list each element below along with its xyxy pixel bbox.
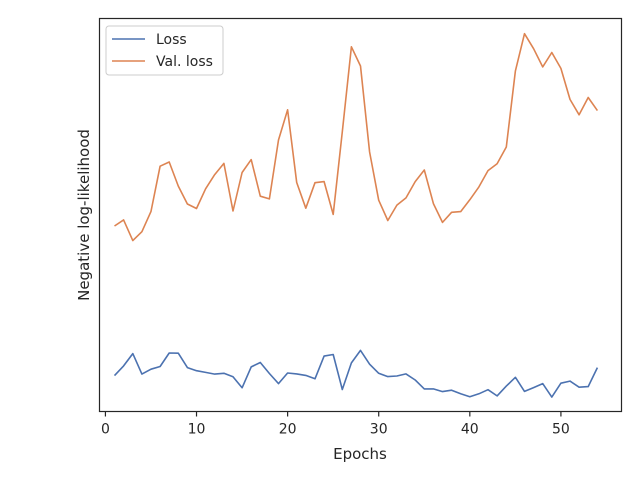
x-axis-label: Epochs xyxy=(333,445,387,463)
legend: Loss Val. loss xyxy=(105,25,224,76)
x-tick-label: 40 xyxy=(461,422,479,438)
x-tick-label: 0 xyxy=(101,422,110,438)
y-axis-label: Negative log-likelihood xyxy=(75,129,93,301)
series-line-loss xyxy=(113,349,599,398)
plot-lines xyxy=(113,32,599,398)
legend-label: Loss xyxy=(156,32,187,48)
x-axis-ticks: 0 10 20 30 40 50 xyxy=(101,411,570,438)
x-tick-label: 20 xyxy=(279,422,297,438)
x-tick-label: 30 xyxy=(370,422,388,438)
series-line-val-loss xyxy=(114,32,599,242)
legend-label: Val. loss xyxy=(156,54,213,70)
plot-frame xyxy=(98,17,623,413)
x-tick-label: 50 xyxy=(552,422,570,438)
x-tick-label: 10 xyxy=(188,422,206,438)
